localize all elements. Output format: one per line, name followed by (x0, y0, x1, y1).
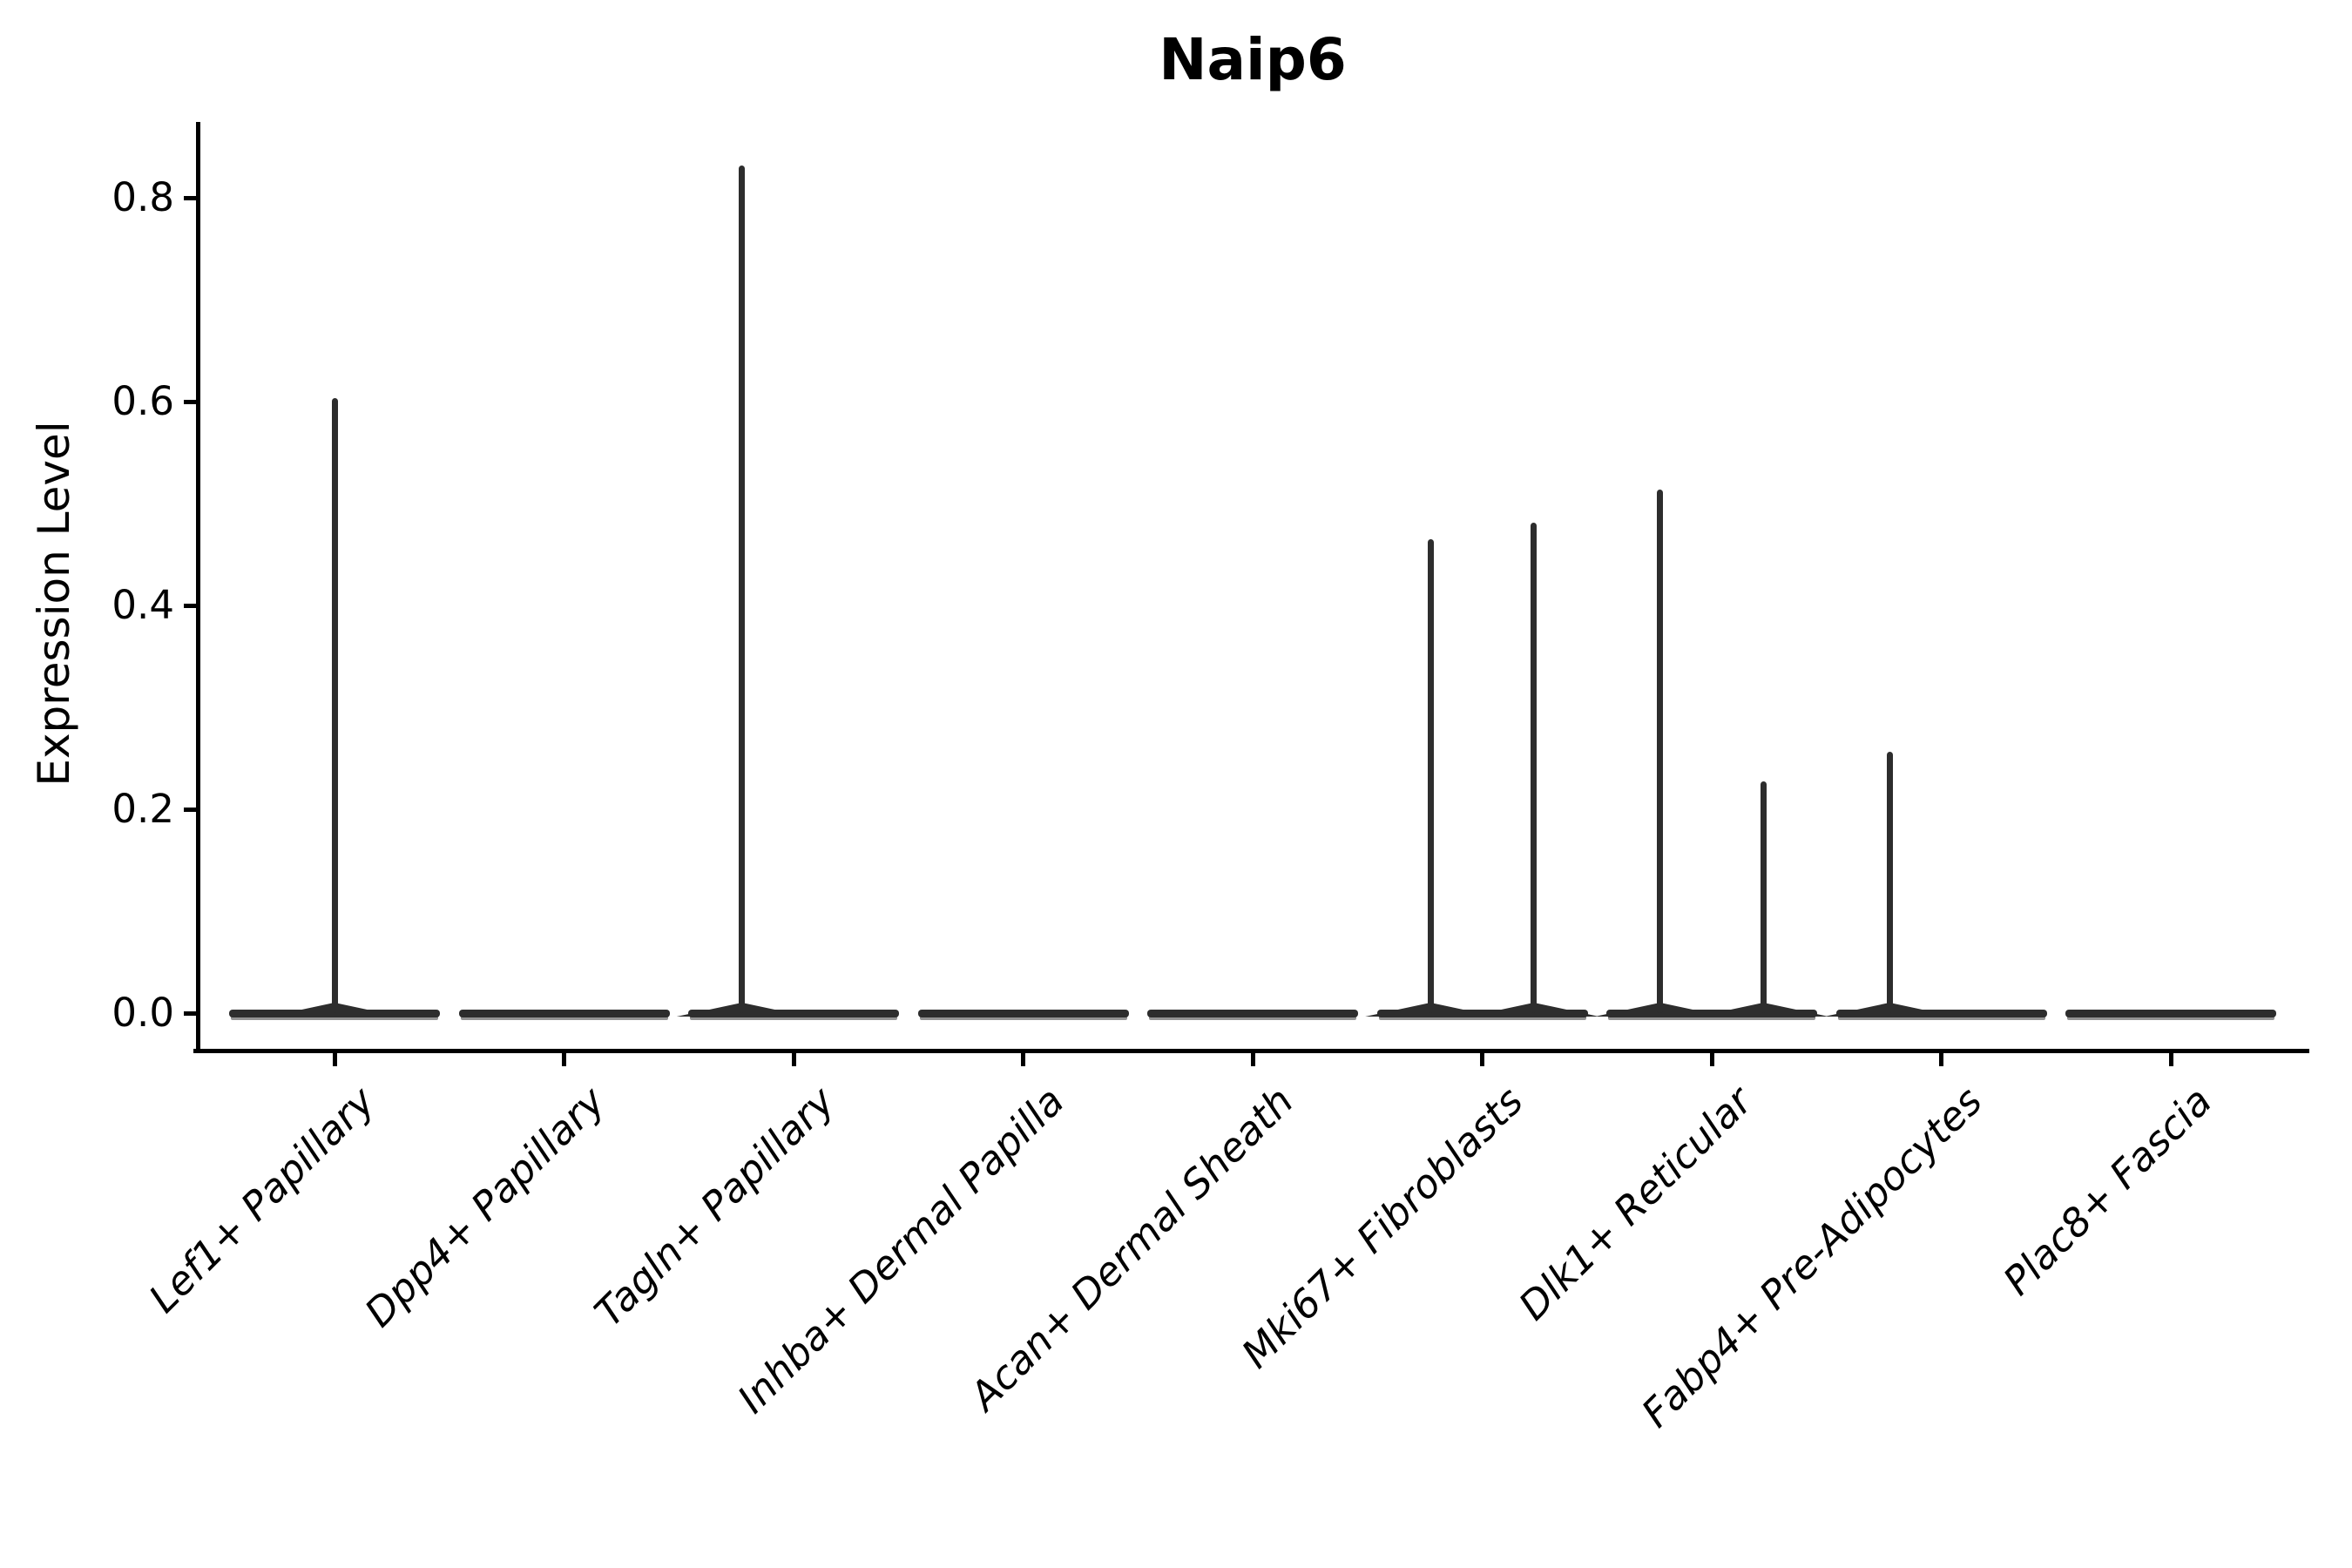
y-axis-tick (184, 603, 196, 608)
violin-zero-body (917, 1009, 1129, 1017)
x-axis-tick (791, 1053, 796, 1066)
violin-density-spike (1531, 523, 1538, 1013)
x-axis-tick (332, 1053, 337, 1066)
violin-zero-body (1606, 1009, 1817, 1017)
y-axis-tick (184, 195, 196, 200)
x-axis-tick (1021, 1053, 1025, 1066)
y-axis-tick (184, 1010, 196, 1016)
y-tick-label: 0.8 (112, 174, 174, 220)
y-tick-label: 0.2 (112, 786, 174, 832)
violin-density-spike (1886, 752, 1893, 1013)
x-axis-tick (1250, 1053, 1255, 1066)
x-axis-tick (1709, 1053, 1714, 1066)
x-tick-label: Dlk1+ Reticular (1510, 1078, 1761, 1329)
violin-zero-body (688, 1009, 899, 1017)
y-tick-label: 0.0 (112, 990, 174, 1036)
violin-zero-body (458, 1009, 670, 1017)
violin-zero-body (2065, 1009, 2276, 1017)
violin-density-spike (1427, 538, 1434, 1013)
violin-density-spike (739, 165, 746, 1013)
violin-zero-body (229, 1009, 440, 1017)
violin-zero-body (1376, 1009, 1588, 1017)
y-axis-tick (184, 399, 196, 404)
x-tick-label: Dpp4+ Papillary (355, 1078, 614, 1336)
x-axis-tick (1939, 1053, 1943, 1066)
y-tick-label: 0.4 (112, 582, 174, 628)
x-tick-label: Tagln+ Papillary (585, 1078, 843, 1336)
violin-zero-body (1147, 1009, 1358, 1017)
x-axis-tick (562, 1053, 566, 1066)
y-axis-tick (184, 807, 196, 812)
x-axis-tick (2168, 1053, 2173, 1066)
y-tick-label: 0.6 (112, 378, 174, 424)
chart-title: Naip6 (1159, 26, 1347, 93)
x-axis-tick (1480, 1053, 1484, 1066)
violin-density-spike (1760, 781, 1767, 1013)
x-tick-label: Lef1+ Papillary (139, 1078, 384, 1322)
y-axis-spine (196, 122, 200, 1053)
violin-zero-body (1835, 1009, 2047, 1017)
violin-density-spike (1657, 489, 1664, 1013)
violin-density-spike (331, 398, 338, 1013)
x-tick-label: Plac8+ Fascia (1994, 1078, 2220, 1305)
x-axis-spine (193, 1049, 2309, 1053)
